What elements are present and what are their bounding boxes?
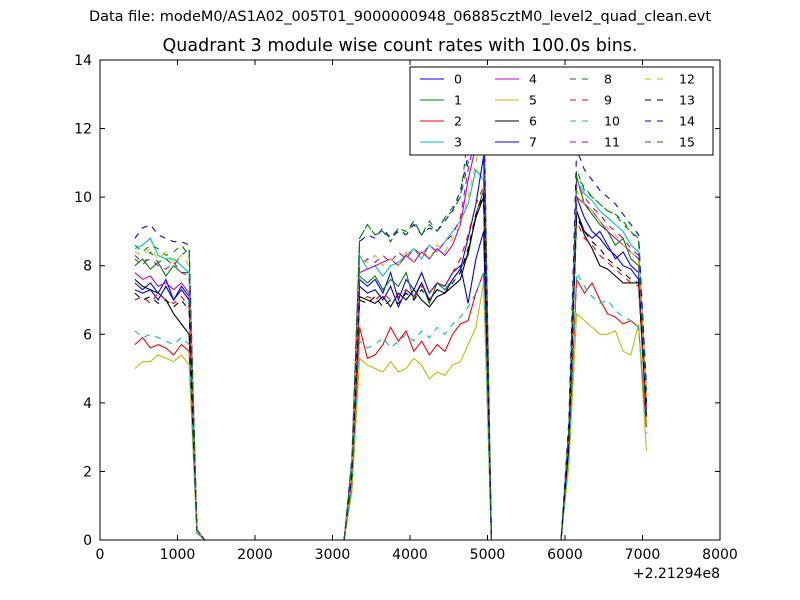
legend-label-2: 2 [454, 114, 462, 129]
x-offset-label: +2.21294e8 [633, 566, 720, 582]
x-tick-label: 0 [96, 547, 105, 563]
legend-label-3: 3 [454, 135, 462, 150]
series-line-9 [134, 186, 647, 540]
legend-label-6: 6 [529, 114, 537, 129]
x-tick-label: 7000 [625, 547, 661, 563]
x-tick-label: 3000 [315, 547, 351, 563]
y-tick-label: 14 [74, 53, 92, 69]
series-line-2 [134, 272, 647, 540]
series-line-11 [134, 111, 647, 540]
x-tick-label: 8000 [702, 547, 738, 563]
series-line-12 [134, 128, 647, 540]
y-tick-label: 0 [83, 533, 92, 549]
axes-layer: 0 1000 2000 3000 4000 5000 6000 7000 80000246810… [74, 53, 738, 582]
x-tick-label: 2000 [237, 547, 273, 563]
series-line-0 [134, 210, 647, 540]
figure-suptitle: Data file: modeM0/AS1A02_005T01_90000009… [88, 9, 712, 25]
legend-label-8: 8 [604, 72, 612, 87]
x-tick-label: 6000 [547, 547, 583, 563]
series-line-15 [134, 94, 647, 540]
legend-frame [409, 66, 714, 156]
y-tick-label: 12 [74, 122, 92, 138]
y-tick-label: 2 [83, 464, 92, 480]
legend-label-11: 11 [604, 135, 620, 150]
series-line-4 [134, 121, 647, 540]
legend-label-10: 10 [604, 114, 620, 129]
legend-label-13: 13 [679, 93, 695, 108]
y-tick-label: 10 [74, 190, 92, 206]
x-tick-label: 5000 [470, 547, 506, 563]
series-layer [134, 80, 647, 540]
y-tick-label: 6 [83, 327, 92, 343]
series-line-13 [134, 193, 647, 540]
series-line-5 [134, 282, 647, 540]
legend-label-9: 9 [604, 93, 612, 108]
series-line-3 [134, 168, 647, 540]
legend-label-4: 4 [529, 72, 537, 87]
x-tick-label: 4000 [392, 547, 428, 563]
legend-label-12: 12 [679, 72, 695, 87]
y-tick-label: 4 [83, 396, 92, 412]
y-tick-label: 8 [83, 259, 92, 275]
chart-title: Quadrant 3 module wise count rates with … [162, 36, 638, 56]
legend-label-1: 1 [454, 93, 462, 108]
legend-label-15: 15 [679, 135, 695, 150]
series-line-6 [134, 196, 647, 540]
series-line-1 [134, 176, 647, 540]
series-line-7 [134, 155, 647, 540]
legend-label-7: 7 [529, 135, 537, 150]
legend-label-5: 5 [529, 93, 537, 108]
legend-label-14: 14 [679, 114, 695, 129]
legend-label-0: 0 [454, 72, 462, 87]
x-tick-label: 1000 [160, 547, 196, 563]
